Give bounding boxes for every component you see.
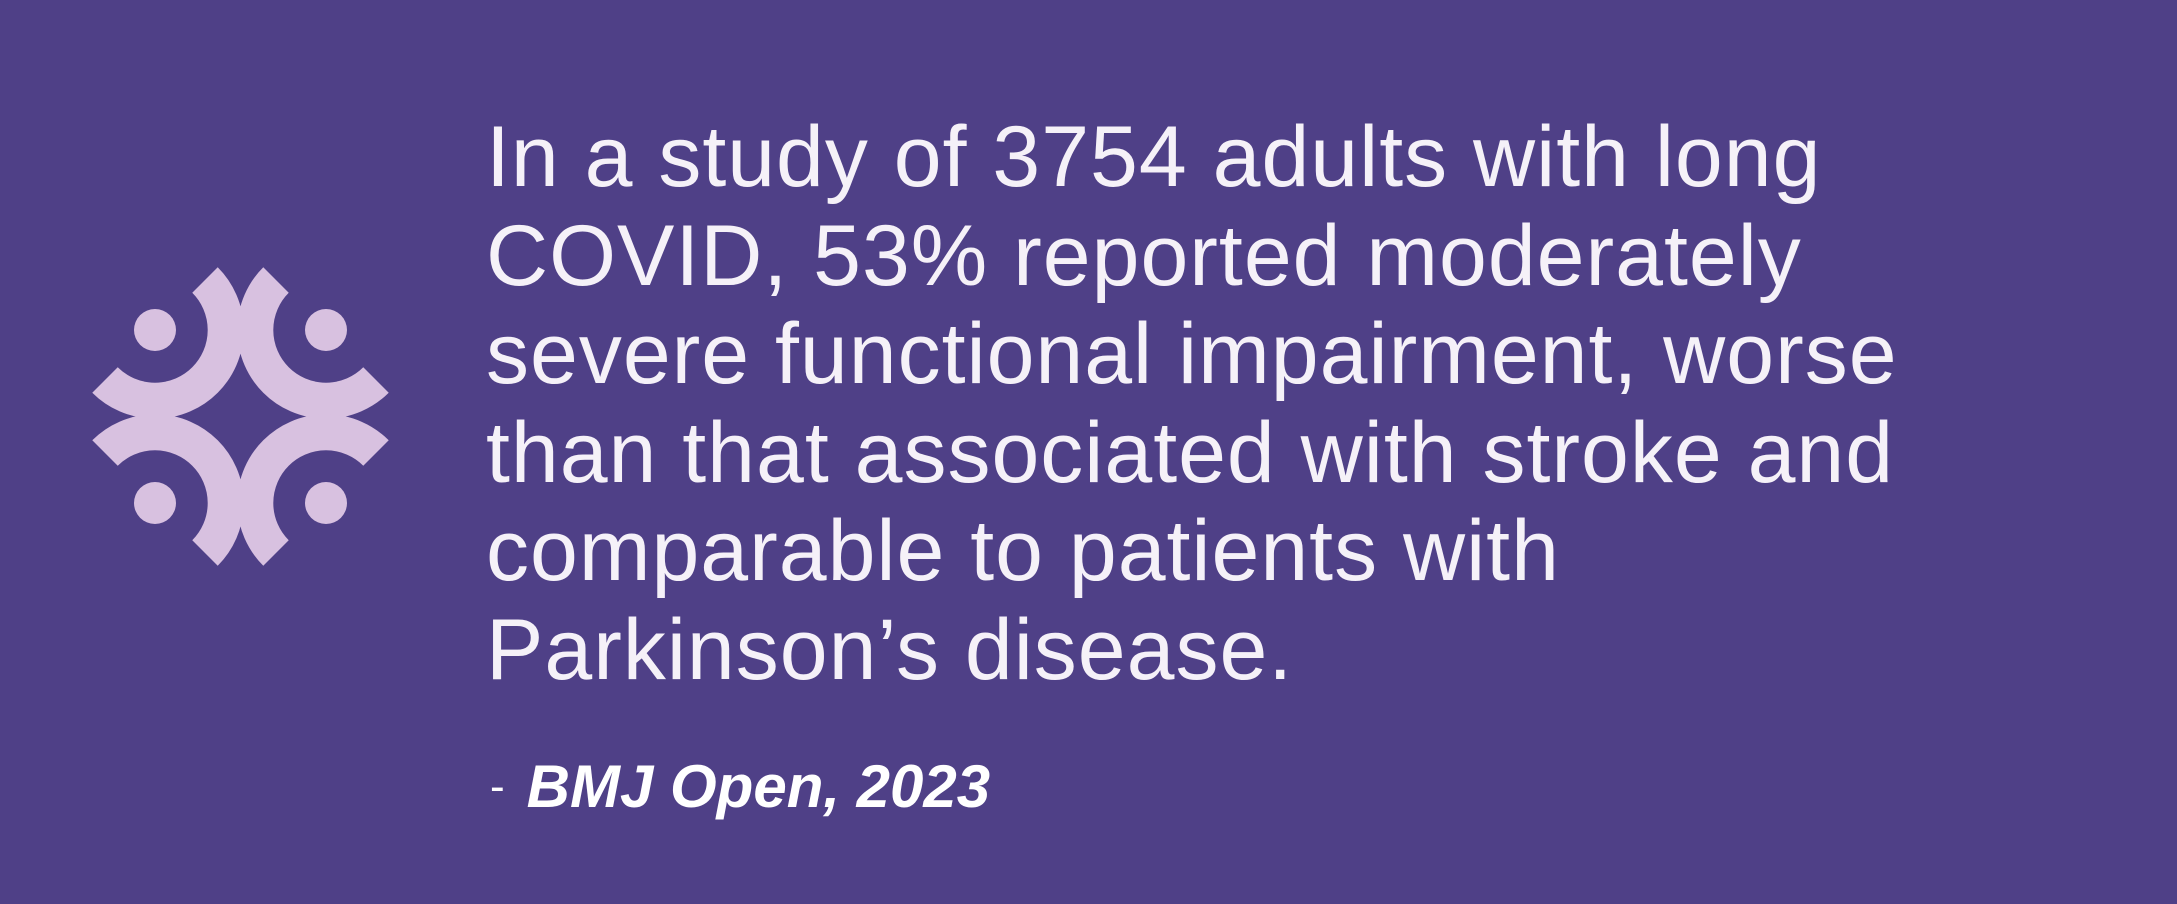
icon-dot bbox=[305, 482, 347, 524]
quote-line: comparable to patients with bbox=[486, 503, 1560, 600]
icon-dot bbox=[305, 309, 347, 351]
quote-line: COVID, 53% reported moderately bbox=[486, 207, 1802, 304]
icon bbox=[92, 267, 389, 566]
quote-line: Parkinson’s disease. bbox=[486, 602, 1294, 698]
icon-dot bbox=[134, 309, 176, 351]
citation-source: BMJ Open, 2023 bbox=[526, 753, 991, 820]
citation-dash: - bbox=[490, 762, 505, 811]
quote-line: than that associated with stroke and bbox=[486, 404, 1895, 501]
quote-line: severe functional impairment, worse bbox=[486, 306, 1898, 403]
icon-arc bbox=[92, 267, 244, 419]
citation: - BMJ Open, 2023 bbox=[490, 752, 990, 821]
icon-arc bbox=[237, 414, 389, 566]
icon-arc bbox=[237, 267, 389, 419]
quote-line: In a study of 3754 adults with long bbox=[486, 109, 1822, 205]
icon-arc bbox=[92, 414, 244, 566]
icon-dot bbox=[134, 482, 176, 524]
